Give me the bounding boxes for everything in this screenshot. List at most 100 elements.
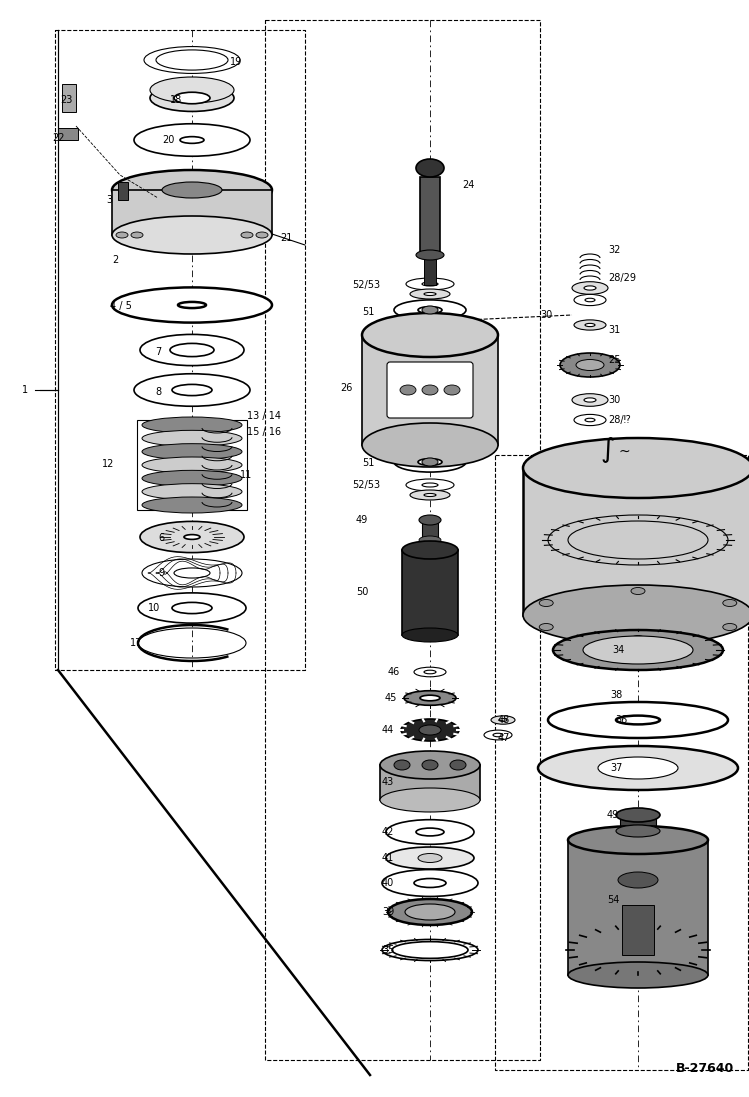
Bar <box>422 518 438 540</box>
Ellipse shape <box>583 636 693 664</box>
Ellipse shape <box>422 385 438 395</box>
Ellipse shape <box>574 294 606 306</box>
Ellipse shape <box>553 630 723 670</box>
Ellipse shape <box>424 494 436 497</box>
Text: 40: 40 <box>382 878 394 887</box>
Ellipse shape <box>418 459 442 465</box>
Ellipse shape <box>142 443 242 460</box>
Text: 26: 26 <box>340 383 352 393</box>
Ellipse shape <box>422 459 438 466</box>
Text: $\int$: $\int$ <box>600 436 615 465</box>
Ellipse shape <box>184 534 200 540</box>
Text: 20: 20 <box>162 135 175 145</box>
Ellipse shape <box>568 962 708 988</box>
Ellipse shape <box>178 302 206 308</box>
Ellipse shape <box>584 398 596 403</box>
Text: 54: 54 <box>607 895 619 905</box>
Ellipse shape <box>420 695 440 701</box>
Ellipse shape <box>539 599 554 607</box>
Text: 31: 31 <box>608 325 620 335</box>
Ellipse shape <box>256 231 268 238</box>
Ellipse shape <box>392 941 468 959</box>
Ellipse shape <box>382 939 478 961</box>
Ellipse shape <box>112 216 272 255</box>
Ellipse shape <box>416 159 444 177</box>
Text: 52/53: 52/53 <box>352 480 380 490</box>
Ellipse shape <box>388 900 472 925</box>
Ellipse shape <box>568 826 708 853</box>
Ellipse shape <box>560 353 620 377</box>
Ellipse shape <box>422 282 438 286</box>
Text: 45: 45 <box>385 693 398 703</box>
Ellipse shape <box>142 497 242 513</box>
Ellipse shape <box>380 788 480 812</box>
Ellipse shape <box>156 50 228 70</box>
Ellipse shape <box>112 170 272 210</box>
Ellipse shape <box>598 757 678 779</box>
Ellipse shape <box>493 733 503 737</box>
Ellipse shape <box>444 385 460 395</box>
Ellipse shape <box>142 484 242 499</box>
Text: 21: 21 <box>280 233 292 244</box>
Ellipse shape <box>402 541 458 559</box>
Text: 42: 42 <box>382 827 395 837</box>
Ellipse shape <box>402 627 458 642</box>
Text: 25: 25 <box>608 355 620 365</box>
Ellipse shape <box>484 731 512 739</box>
Text: 28/29: 28/29 <box>608 273 636 283</box>
Ellipse shape <box>422 483 438 487</box>
Ellipse shape <box>172 602 212 613</box>
Ellipse shape <box>585 324 595 327</box>
Ellipse shape <box>723 599 737 607</box>
Ellipse shape <box>416 828 444 836</box>
Ellipse shape <box>382 870 478 896</box>
Text: 24: 24 <box>462 180 474 190</box>
Text: 48: 48 <box>498 715 510 725</box>
Ellipse shape <box>523 585 749 645</box>
Bar <box>523 468 749 615</box>
Ellipse shape <box>576 360 604 371</box>
Ellipse shape <box>723 623 737 631</box>
Text: 7: 7 <box>155 347 161 357</box>
Text: 52/53: 52/53 <box>352 280 380 290</box>
Text: 47: 47 <box>498 733 510 743</box>
Ellipse shape <box>424 670 436 674</box>
Ellipse shape <box>422 760 438 770</box>
Ellipse shape <box>418 853 442 862</box>
Ellipse shape <box>394 452 466 472</box>
Text: 30: 30 <box>540 310 552 320</box>
Ellipse shape <box>174 92 210 104</box>
Bar <box>620 815 656 832</box>
Text: 51: 51 <box>362 307 374 317</box>
Ellipse shape <box>144 46 240 73</box>
Text: 1: 1 <box>22 385 28 395</box>
Ellipse shape <box>162 182 222 197</box>
Text: 41: 41 <box>382 853 394 863</box>
Text: 13 / 14: 13 / 14 <box>247 411 281 421</box>
Ellipse shape <box>572 282 608 294</box>
Ellipse shape <box>180 137 204 144</box>
Ellipse shape <box>616 808 660 822</box>
Ellipse shape <box>140 335 244 365</box>
Text: 46: 46 <box>388 667 400 677</box>
Ellipse shape <box>142 457 242 473</box>
Ellipse shape <box>523 438 749 498</box>
Ellipse shape <box>138 592 246 623</box>
Ellipse shape <box>140 521 244 553</box>
Text: 3: 3 <box>106 195 112 205</box>
FancyBboxPatch shape <box>387 362 473 418</box>
Ellipse shape <box>574 320 606 330</box>
Ellipse shape <box>406 278 454 290</box>
Ellipse shape <box>112 287 272 323</box>
Ellipse shape <box>418 307 442 314</box>
Ellipse shape <box>499 719 507 722</box>
Ellipse shape <box>362 423 498 467</box>
Text: 49: 49 <box>356 514 369 525</box>
Text: 9: 9 <box>158 568 164 578</box>
Ellipse shape <box>404 691 456 705</box>
Ellipse shape <box>142 417 242 433</box>
Text: 34: 34 <box>612 645 624 655</box>
Bar <box>424 255 436 285</box>
Ellipse shape <box>405 904 455 920</box>
Ellipse shape <box>142 559 242 587</box>
